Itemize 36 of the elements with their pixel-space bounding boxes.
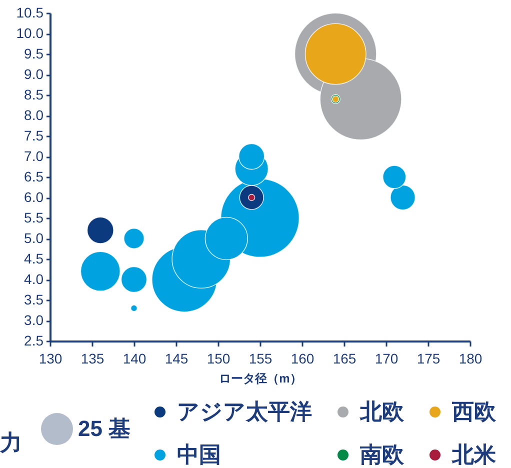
y-tick-label: 7.5 xyxy=(24,128,44,144)
x-tick-label: 180 xyxy=(458,350,482,366)
x-tick-label: 165 xyxy=(332,350,356,366)
y-tick-label: 3.5 xyxy=(24,292,44,308)
x-tick-label: 145 xyxy=(164,350,188,366)
x-tick-label: 160 xyxy=(290,350,314,366)
y-tick-label: 5.5 xyxy=(24,210,44,226)
x-tick-label: 170 xyxy=(374,350,398,366)
y-tick-label: 6.5 xyxy=(24,168,44,184)
legend-label: 南欧 xyxy=(359,442,405,467)
y-tick-label: 9.5 xyxy=(24,46,44,62)
x-tick-label: 175 xyxy=(416,350,440,366)
x-tick-label: 150 xyxy=(206,350,230,366)
legend-label: 中国 xyxy=(177,442,221,467)
legend-label: 北米 xyxy=(451,442,497,467)
x-tick-label: 135 xyxy=(80,350,104,366)
legend-label: アジア太平洋 xyxy=(177,399,312,424)
y-tick-label: 2.5 xyxy=(24,332,44,348)
legend-label: 西欧 xyxy=(451,399,497,424)
y-tick-label: 7.0 xyxy=(24,148,44,164)
y-tick-label: 10.5 xyxy=(16,4,44,20)
legend-label: 北欧 xyxy=(359,399,405,424)
y-tick-label: 8.5 xyxy=(24,86,44,102)
x-tick-label: 155 xyxy=(248,350,272,366)
y-tick-label: 4.5 xyxy=(24,250,44,266)
x-tick-label: 130 xyxy=(38,350,62,366)
y-tick-label: 5.0 xyxy=(24,230,44,246)
y-tick-label: 4.0 xyxy=(24,271,44,287)
x-axis-title: ロータ径（m） xyxy=(219,372,302,386)
y-tick-label: 6.0 xyxy=(24,189,44,205)
y-tick-label: 3.0 xyxy=(24,312,44,328)
y-tick-label: 8.0 xyxy=(24,107,44,123)
y-tick-label: 9.0 xyxy=(24,66,44,82)
y-tick-label: 10.0 xyxy=(16,25,44,41)
legend-label: 25 基 xyxy=(78,416,131,441)
x-tick-label: 140 xyxy=(122,350,146,366)
